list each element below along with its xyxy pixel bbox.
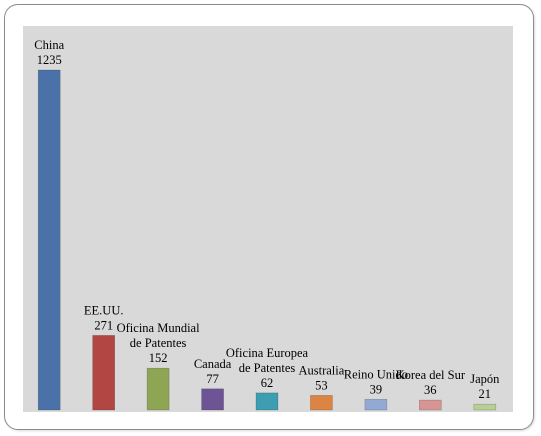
category-label-1-0: EE.UU. — [84, 303, 124, 317]
category-label-8-0: Japón — [470, 372, 500, 386]
value-label-6: 39 — [370, 382, 383, 396]
category-label-2-0: Oficina Mundial — [117, 321, 200, 335]
category-label-0-0: China — [34, 38, 64, 52]
value-label-2: 152 — [149, 351, 168, 365]
category-label-4-0: Oficina Europea — [226, 346, 309, 360]
bar-2 — [146, 367, 170, 411]
value-label-8: 21 — [479, 387, 492, 401]
value-label-3: 77 — [206, 372, 219, 386]
value-label-1: 271 — [94, 318, 113, 332]
category-label-7-0: Korea del Sur — [396, 368, 466, 382]
bar-1 — [92, 335, 115, 411]
category-label-3-0: Canada — [194, 357, 232, 371]
value-label-5: 53 — [315, 378, 328, 392]
category-label-2-1: de Patentes — [130, 336, 187, 350]
value-label-0: 1235 — [37, 53, 62, 67]
category-label-4-1: de Patentes — [239, 361, 296, 375]
bar-0 — [37, 69, 61, 411]
value-label-7: 36 — [424, 383, 437, 397]
category-label-6-0: Reino Unido — [344, 367, 408, 381]
bar-4 — [255, 392, 279, 411]
bar-5 — [310, 395, 333, 411]
value-label-4: 62 — [261, 376, 274, 390]
category-label-5-0: Australia — [298, 363, 344, 377]
bar-6 — [364, 398, 388, 411]
bar-7 — [418, 399, 442, 411]
bar-3 — [201, 388, 224, 411]
bars-group — [37, 69, 497, 411]
bar-8 — [473, 403, 497, 411]
